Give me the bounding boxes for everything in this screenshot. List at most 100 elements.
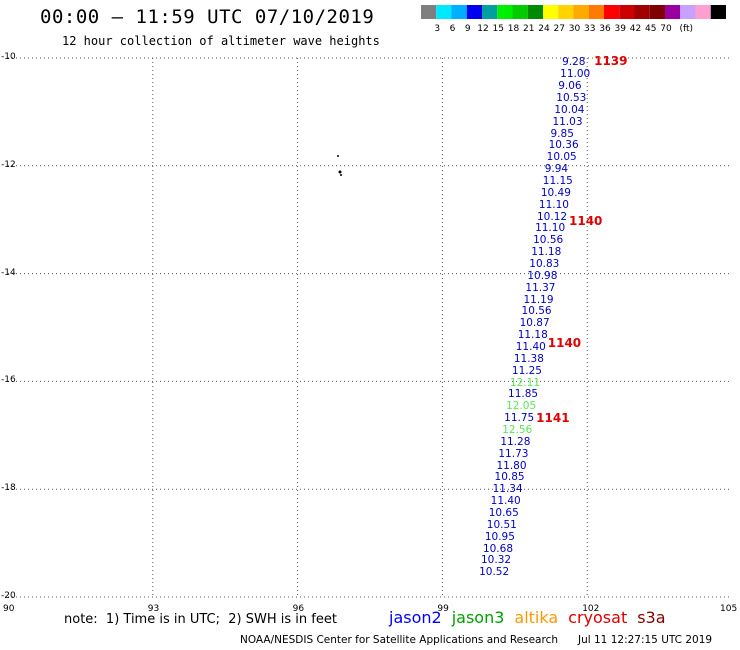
color-swatch bbox=[527, 5, 543, 19]
wave-height-label: 10.32 bbox=[481, 554, 512, 567]
wave-height-label: 11.85 bbox=[508, 388, 539, 401]
legend-item-jason3: jason3 bbox=[451, 608, 505, 627]
color-scale-bar: 3 6 9 12 15 18 21 24 27 30 33 36 39 42 45 70 (ft) bbox=[421, 5, 731, 39]
wave-height-label: 11.38 bbox=[513, 352, 544, 365]
wave-height-label: 9.85 bbox=[550, 127, 574, 140]
color-scale-tick: 12 bbox=[477, 24, 488, 34]
color-swatch bbox=[558, 5, 574, 19]
footer-timestamp: Jul 11 12:27:15 UTC 2019 bbox=[578, 634, 713, 646]
wave-height-label: 11.73 bbox=[498, 447, 529, 460]
pass-number-label: 1140 bbox=[547, 335, 582, 350]
wave-height-label: 10.12 bbox=[537, 210, 568, 223]
color-swatch bbox=[695, 5, 711, 19]
wave-height-label: 11.80 bbox=[496, 459, 527, 472]
wave-height-label: 11.10 bbox=[538, 198, 569, 211]
color-scale-tick: (ft) bbox=[679, 24, 693, 34]
wave-height-label: 10.51 bbox=[486, 518, 517, 531]
wave-height-label: 11.40 bbox=[490, 495, 521, 508]
wave-height-label: 10.52 bbox=[479, 566, 510, 579]
y-tick-label: -16 bbox=[1, 375, 16, 386]
pass-number-label: 1140 bbox=[569, 214, 603, 229]
footer-note: note: 1) Time is in UTC; 2) SWH is in fe… bbox=[64, 612, 337, 627]
wave-height-label: 11.37 bbox=[525, 281, 556, 294]
wave-height-label: 11.25 bbox=[511, 364, 542, 377]
wave-height-label: 11.28 bbox=[500, 435, 531, 448]
x-tick-label: 90 bbox=[3, 604, 15, 614]
x-tick-label: 96 bbox=[292, 604, 305, 614]
wave-height-label: 10.49 bbox=[540, 186, 571, 199]
color-scale-tick: 18 bbox=[508, 24, 520, 34]
color-scale-tick: 33 bbox=[584, 24, 595, 34]
color-swatch bbox=[482, 5, 498, 19]
wave-height-label: 11.10 bbox=[535, 222, 566, 235]
wave-height-label: 10.95 bbox=[484, 530, 515, 543]
color-swatch bbox=[436, 5, 452, 19]
wave-height-label: 10.98 bbox=[527, 269, 558, 282]
wave-height-label: 10.68 bbox=[482, 542, 513, 555]
footer-credit: NOAA/NESDIS Center for Satellite Applica… bbox=[240, 634, 558, 646]
x-tick-label: 102 bbox=[582, 604, 600, 614]
color-swatch bbox=[466, 5, 482, 19]
legend-item-jason2: jason2 bbox=[389, 608, 442, 627]
wave-height-label: 10.05 bbox=[546, 151, 577, 164]
island-mark bbox=[337, 155, 339, 157]
satellite-legend: jason2 jason3 altika cryosat s3a bbox=[389, 608, 676, 627]
wave-height-label: 11.40 bbox=[515, 340, 546, 353]
wave-height-label: 12.56 bbox=[502, 423, 533, 436]
wave-height-label: 10.87 bbox=[519, 317, 550, 330]
y-tick-label: -18 bbox=[1, 483, 16, 494]
color-swatch bbox=[497, 5, 513, 19]
color-scale-tick: 45 bbox=[645, 24, 656, 34]
color-swatch bbox=[619, 5, 635, 19]
wave-height-label: 12.11 bbox=[509, 376, 541, 389]
color-swatch bbox=[680, 5, 696, 19]
wave-height-label: 10.56 bbox=[533, 234, 564, 247]
island-mark bbox=[338, 170, 342, 174]
color-scale-tick: 3 bbox=[434, 24, 440, 34]
wave-height-label: 10.85 bbox=[494, 471, 525, 484]
wave-height-label: 9.28 bbox=[562, 56, 586, 69]
wave-height-label: 11.75 bbox=[504, 412, 535, 425]
legend-item-cryosat: cryosat bbox=[568, 608, 628, 627]
y-tick-label: -20 bbox=[1, 591, 16, 601]
color-swatch bbox=[573, 5, 589, 19]
wave-height-label: 10.83 bbox=[529, 257, 560, 270]
color-swatch bbox=[710, 5, 726, 19]
color-swatch bbox=[634, 5, 650, 19]
color-swatch bbox=[512, 5, 528, 19]
pass-number-label: 1141 bbox=[536, 411, 570, 426]
page-subtitle: 12 hour collection of altimeter wave hei… bbox=[62, 34, 380, 48]
y-tick-label: -12 bbox=[1, 159, 16, 170]
wave-height-label: 11.03 bbox=[552, 115, 583, 128]
wave-height-label: 10.04 bbox=[554, 103, 585, 116]
legend-item-altika: altika bbox=[514, 608, 559, 627]
color-scale-tick: 21 bbox=[523, 24, 534, 34]
color-swatch bbox=[649, 5, 665, 19]
x-tick-label: 93 bbox=[147, 604, 160, 614]
color-scale-tick: 9 bbox=[465, 24, 471, 34]
wave-height-label: 12.05 bbox=[506, 400, 537, 413]
x-tick-label: 99 bbox=[437, 604, 449, 614]
island-mark bbox=[340, 174, 342, 176]
page-title: 00:00 – 11:59 UTC 07/10/2019 bbox=[40, 6, 375, 28]
color-scale-swatches: 3 6 9 12 15 18 21 24 27 30 33 36 39 42 45 70 (ft) bbox=[421, 5, 726, 34]
color-scale-tick: 15 bbox=[493, 24, 504, 34]
color-swatch bbox=[451, 5, 467, 19]
color-scale-tick: 42 bbox=[630, 24, 641, 34]
color-scale-tick: 39 bbox=[615, 24, 627, 34]
color-swatch bbox=[588, 5, 604, 19]
wave-height-label: 11.18 bbox=[531, 246, 562, 259]
color-scale-tick: 30 bbox=[569, 24, 581, 34]
wave-height-label: 11.00 bbox=[560, 68, 591, 81]
y-tick-label: -10 bbox=[1, 52, 16, 62]
legend-item-s3a: s3a bbox=[637, 608, 666, 627]
wave-height-label: 10.65 bbox=[488, 506, 519, 519]
color-scale-tick: 36 bbox=[599, 24, 611, 34]
color-scale-tick: 70 bbox=[660, 24, 672, 34]
wave-height-label: 10.53 bbox=[556, 91, 587, 104]
wave-height-label: 11.34 bbox=[492, 483, 523, 496]
color-scale-tick: 27 bbox=[554, 24, 565, 34]
y-tick-label: -14 bbox=[1, 267, 16, 278]
color-swatch bbox=[543, 5, 559, 19]
